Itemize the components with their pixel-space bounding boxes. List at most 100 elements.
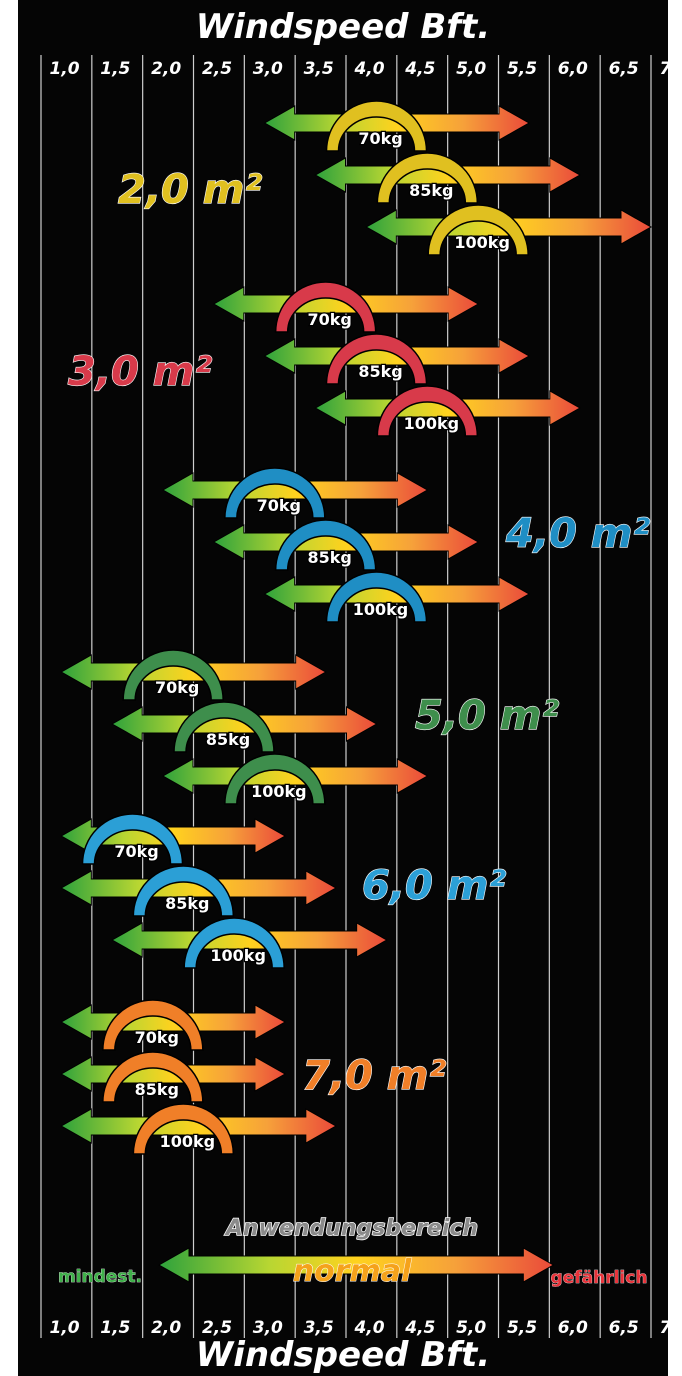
kite-rows: 70kg 85kg 100kg 70kg 85kg 100kg 70kg 85kg 100kg 7… <box>60 100 653 1155</box>
x-tick-label-bottom: 6,0 <box>558 1318 588 1338</box>
x-ticks-bottom: 1,0 1,5 2,0 2,5 3,0 3,5 4,0 4,5 5,0 5,5 6,0 6,5 7,0 <box>49 1318 682 1338</box>
x-tick-label-bottom: 4,0 <box>353 1318 384 1338</box>
x-tick-label-bottom: 3,5 <box>304 1318 334 1338</box>
kite-row: 70kg <box>60 813 287 865</box>
kite-icon <box>173 701 275 753</box>
legend-arrow <box>157 1247 555 1283</box>
kite-row: 100kg <box>263 571 531 623</box>
kite-row: 100kg <box>161 753 429 805</box>
weight-label: 85kg <box>165 894 209 913</box>
weight-label: 85kg <box>358 362 402 381</box>
x-tick-label-top: 3,0 <box>253 59 283 79</box>
kite-row: 85kg <box>314 152 581 204</box>
kite-row: 70kg <box>161 467 429 519</box>
x-tick-label-bottom: 5,0 <box>456 1318 486 1338</box>
weight-label: 100kg <box>160 1132 216 1151</box>
weight-label: 85kg <box>206 730 250 749</box>
kite-row: 100kg <box>60 1103 337 1155</box>
weight-label: 85kg <box>307 548 351 567</box>
range-arrow <box>111 922 388 958</box>
weight-label: 70kg <box>114 842 158 861</box>
kite-icon <box>376 152 479 204</box>
weight-label: 100kg <box>454 233 510 252</box>
kite-row: 70kg <box>60 649 327 701</box>
legend-range-arrow <box>157 1247 555 1283</box>
weight-label: 100kg <box>353 600 409 619</box>
kite-icon <box>81 813 184 865</box>
kite-icon <box>274 281 377 333</box>
x-tick-label-bottom: 5,5 <box>507 1318 537 1338</box>
x-tick-label-top: 6,0 <box>558 59 588 79</box>
kite-size-label: 2,0 m² <box>118 167 262 213</box>
kite-row: 85kg <box>263 333 531 385</box>
range-arrow <box>60 1108 337 1144</box>
kite-icon <box>102 999 204 1051</box>
kite-row: 100kg <box>314 385 581 437</box>
x-tick-label-top: 5,0 <box>456 59 486 79</box>
x-tick-label-top: 1,0 <box>49 59 79 79</box>
x-tick-label-top: 2,5 <box>202 59 232 79</box>
x-tick-label-top: 3,5 <box>304 59 334 79</box>
kite-row: 100kg <box>111 917 388 969</box>
kite-row: 85kg <box>60 865 337 917</box>
x-tick-label-bottom: 4,5 <box>404 1318 435 1338</box>
kite-size-label: 6,0 m² <box>362 863 506 909</box>
kite-icon <box>102 1051 204 1103</box>
legend-title: Anwendungsbereich <box>224 1216 478 1241</box>
x-tick-label-top: 6,5 <box>609 59 639 79</box>
chart-title: Windspeed Bft. <box>196 7 490 47</box>
kite-icon <box>325 571 428 623</box>
grid-lines <box>40 55 652 1338</box>
weight-label: 70kg <box>358 129 402 148</box>
weight-label: 70kg <box>257 496 301 515</box>
kite-row: 70kg <box>60 999 287 1051</box>
weight-label: 100kg <box>404 414 460 433</box>
kite-icon <box>132 865 235 917</box>
kite-row: 85kg <box>60 1051 287 1103</box>
kite-row: 70kg <box>263 100 531 152</box>
legend: Anwendungsbereich normal mindest. gefähr… <box>58 1215 648 1289</box>
weight-label: 70kg <box>307 310 351 329</box>
kite-icon <box>325 100 428 152</box>
x-tick-label-bottom: 1,0 <box>49 1318 79 1338</box>
kite-size-label: 7,0 m² <box>302 1053 446 1099</box>
kite-icon <box>325 333 428 385</box>
kite-row: 70kg <box>212 281 480 333</box>
x-tick-label-bottom: 7,0 <box>659 1318 682 1338</box>
weight-label: 85kg <box>135 1080 179 1099</box>
x-tick-label-top: 7,0 <box>659 59 682 79</box>
weight-label: 100kg <box>251 782 307 801</box>
x-tick-label-bottom: 1,5 <box>100 1318 130 1338</box>
kite-icon <box>132 1103 235 1155</box>
weight-label: 100kg <box>210 946 266 965</box>
legend-normal-label: normal <box>293 1254 412 1289</box>
kite-size-label: 5,0 m² <box>415 693 559 739</box>
x-tick-label-top: 2,0 <box>151 59 181 79</box>
kite-row: 85kg <box>212 519 480 571</box>
weight-label: 85kg <box>409 181 453 200</box>
range-arrow <box>60 870 337 906</box>
chart-background <box>18 0 668 1376</box>
kite-icon <box>274 519 377 571</box>
kite-size-label: 3,0 m² <box>68 349 212 395</box>
kite-row: 85kg <box>111 701 378 753</box>
x-tick-label-bottom: 2,5 <box>202 1318 232 1338</box>
kite-icon <box>224 753 326 805</box>
x-tick-label-top: 4,0 <box>353 59 384 79</box>
kite-icon <box>183 917 285 969</box>
x-tick-label-bottom: 3,0 <box>253 1318 283 1338</box>
x-ticks-top: 1,0 1,5 2,0 2,5 3,0 3,5 4,0 4,5 5,0 5,5 6,0 6,5 7,0 <box>49 59 682 79</box>
x-tick-label-top: 1,5 <box>100 59 130 79</box>
legend-max-label: gefährlich <box>551 1268 648 1288</box>
x-tick-label-top: 4,5 <box>404 59 435 79</box>
chart-bottom-title: Windspeed Bft. <box>196 1335 490 1375</box>
weight-label: 70kg <box>135 1028 179 1047</box>
x-tick-label-bottom: 6,5 <box>609 1318 639 1338</box>
kite-icon <box>224 467 326 519</box>
kite-size-label: 4,0 m² <box>505 511 650 557</box>
weight-label: 70kg <box>155 678 199 697</box>
kite-size-labels: 2,0 m² 3,0 m² 4,0 m² 5,0 m² 6,0 m² 7,0 m² <box>67 166 651 1099</box>
legend-min-label: mindest. <box>58 1267 142 1287</box>
